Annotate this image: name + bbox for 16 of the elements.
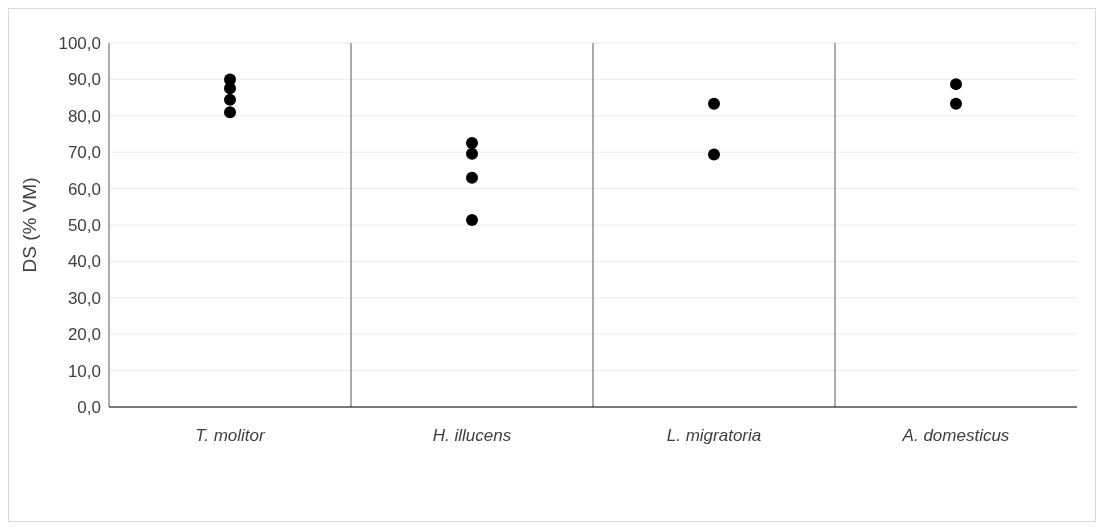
x-tick-label: T. molitor — [195, 426, 266, 446]
x-tick-label: A. domesticus — [901, 426, 1010, 446]
y-axis-title: DS (% VM) — [18, 177, 40, 273]
y-tick-label: 10,0 — [67, 361, 101, 381]
y-tick-label: 0,0 — [77, 398, 101, 418]
x-tick-label: H. illucens — [432, 426, 512, 446]
y-tick-label: 90,0 — [67, 70, 101, 90]
y-tick-label: 70,0 — [67, 143, 101, 163]
y-tick-label: 30,0 — [67, 288, 101, 308]
y-tick-label: 40,0 — [67, 252, 101, 272]
y-tick-label: 20,0 — [67, 325, 101, 345]
y-tick-label: 60,0 — [67, 179, 101, 199]
y-tick-label: 100,0 — [58, 34, 101, 54]
y-tick-label: 50,0 — [67, 216, 101, 236]
y-tick-label: 80,0 — [67, 106, 101, 126]
x-tick-label: L. migratoria — [666, 426, 762, 446]
